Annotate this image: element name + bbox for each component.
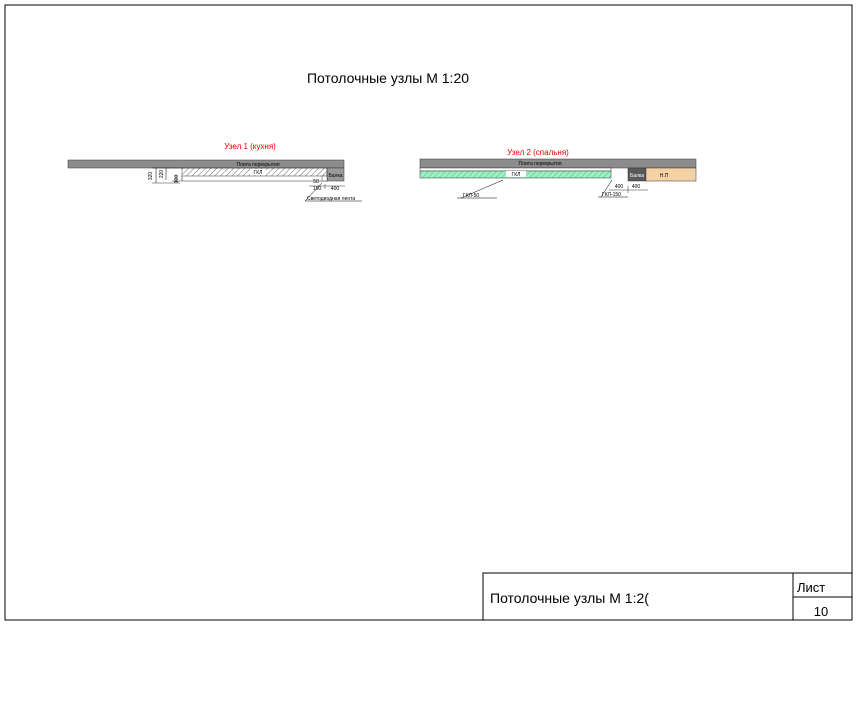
node-2-dim-400b: 400 xyxy=(632,184,641,190)
node-1-dim-50: 50 xyxy=(313,179,319,185)
node-2-gkl-label: ГКЛ xyxy=(512,172,521,178)
node-1-led-label: Светодиодная лента xyxy=(307,196,355,202)
title-block: Потолочные узлы М 1:2( Лист 10 xyxy=(482,572,853,621)
node-2-beam-label: Балка xyxy=(630,173,644,179)
node-2-np-label: Н.П xyxy=(660,173,669,179)
node-2: Узел 2 (спальня) Плита перекрытия ГКЛ Ба… xyxy=(419,148,697,199)
node-1-beam-label: Балка xyxy=(328,173,342,179)
drawing-title: Потолочные узлы М 1:20 xyxy=(307,70,469,86)
node-1-dim-150: 150 xyxy=(313,186,322,192)
node-1-title: Узел 1 (кухня) xyxy=(224,142,276,151)
title-block-sheet-label: Лист xyxy=(797,580,825,595)
node-2-gkl50-label: ГКЛ-50 xyxy=(463,193,479,199)
node-2-np xyxy=(645,167,697,182)
node-1-slab-label: Плита перекрытия xyxy=(236,162,279,168)
node-2-slab-label: Плита перекрытия xyxy=(518,161,561,167)
node-1-dim-100: 100 xyxy=(174,175,180,184)
title-block-sheet-number: 10 xyxy=(814,604,828,619)
node-2-dim-400a: 400 xyxy=(615,184,624,190)
node-1-dim-320: 320 xyxy=(148,172,154,181)
node-1-slab xyxy=(67,159,345,169)
node-1: Узел 1 (кухня) Плита перекрытия Балка ГК… xyxy=(67,142,362,202)
node-1-gkl-label: ГКЛ xyxy=(254,170,263,176)
node-2-title: Узел 2 (спальня) xyxy=(507,148,569,157)
node-2-gkl150-label: ГКЛ-150 xyxy=(602,192,621,198)
sheet-frame xyxy=(4,4,853,621)
title-block-name: Потолочные узлы М 1:2( xyxy=(490,590,649,606)
node-1-dim-220: 220 xyxy=(159,170,165,179)
node-1-dim-400: 400 xyxy=(331,186,340,192)
